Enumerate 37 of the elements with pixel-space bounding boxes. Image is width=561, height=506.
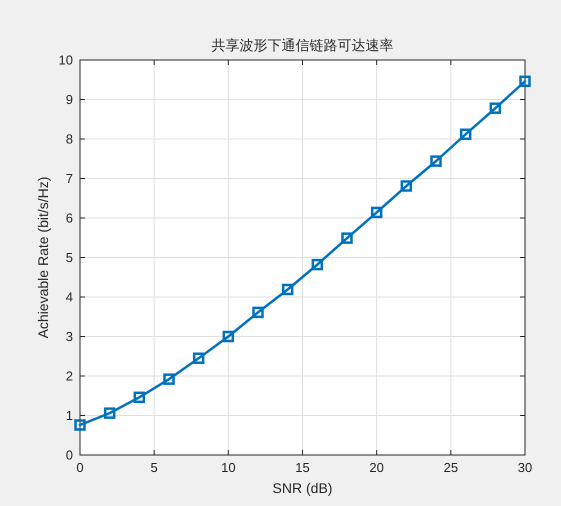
point <box>519 76 531 88</box>
x-tick-label: 5 <box>150 460 158 475</box>
point <box>370 206 382 218</box>
y-axis-title: Achievable Rate (bit/s/Hz) <box>35 176 51 338</box>
y-tick-label: 1 <box>66 408 73 423</box>
chart-title: 共享波形下通信链路可达速率 <box>212 38 394 54</box>
x-tick-label: 25 <box>444 460 458 475</box>
point <box>490 102 502 114</box>
point <box>460 128 472 140</box>
y-tick-label: 0 <box>66 448 73 462</box>
point <box>430 155 442 167</box>
y-tick-label: 5 <box>66 250 73 265</box>
point <box>341 232 353 244</box>
point <box>312 258 324 270</box>
y-tick-label: 3 <box>66 329 73 344</box>
point <box>163 373 175 385</box>
point <box>134 392 146 404</box>
y-tick-label: 6 <box>66 210 73 226</box>
y-tick-label: 2 <box>66 368 73 384</box>
x-axis-title: SNR (dB) <box>272 480 332 496</box>
point <box>192 352 204 364</box>
x-tick-label: 15 <box>295 460 310 475</box>
y-tick-label: 10 <box>58 52 73 68</box>
y-tick-label: 7 <box>66 171 73 186</box>
point <box>74 419 86 431</box>
point <box>104 407 116 419</box>
y-tick-label: 9 <box>66 92 73 107</box>
y-tick-label: 4 <box>66 290 73 304</box>
y-tick-label: 8 <box>66 132 73 146</box>
x-tick-label: 10 <box>221 460 236 475</box>
x-tick-label: 20 <box>369 460 384 475</box>
point <box>282 284 294 296</box>
x-tick-label: 30 <box>518 460 532 475</box>
x-tick-label: 0 <box>76 460 84 475</box>
point <box>222 330 234 342</box>
point <box>252 306 264 318</box>
point <box>400 180 412 192</box>
